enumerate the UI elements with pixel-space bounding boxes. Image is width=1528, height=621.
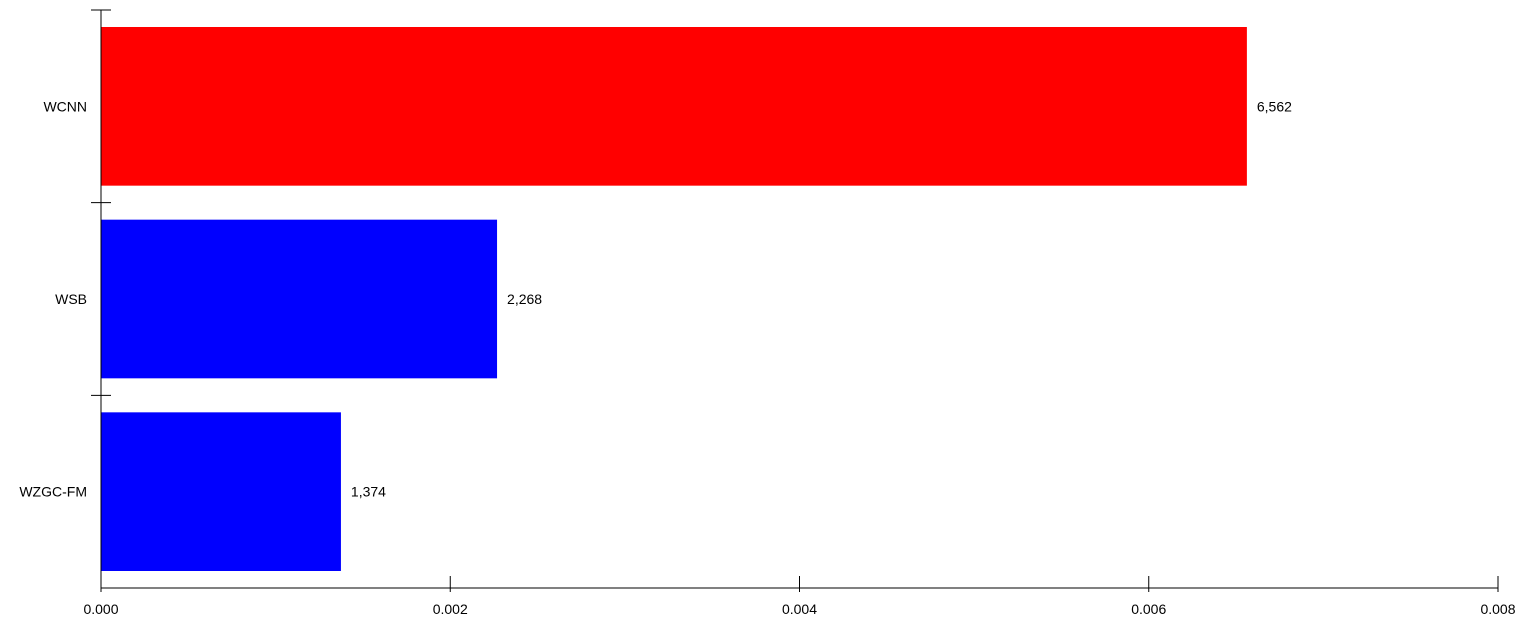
x-tick-label: 0.008 bbox=[1480, 601, 1515, 617]
bar-wcnn bbox=[101, 27, 1247, 186]
x-tick-label: 0.000 bbox=[83, 601, 118, 617]
axes-layer bbox=[91, 9, 1499, 592]
value-label-wsb: 2,268 bbox=[507, 291, 542, 307]
category-label-wzgc-fm: WZGC-FM bbox=[19, 484, 87, 500]
value-label-wcnn: 6,562 bbox=[1257, 98, 1292, 114]
x-tick-label: 0.004 bbox=[782, 601, 817, 617]
bars-layer bbox=[101, 27, 1247, 571]
category-label-wcnn: WCNN bbox=[43, 98, 87, 114]
x-tick-label: 0.006 bbox=[1131, 601, 1166, 617]
labels-layer: 6,562 WCNN 2,268 WSB 1,374 WZGC-FM 0.000 0.002 0… bbox=[19, 98, 1515, 617]
category-label-wsb: WSB bbox=[55, 291, 87, 307]
x-tick-label: 0.002 bbox=[433, 601, 468, 617]
bar-wsb bbox=[101, 219, 498, 379]
value-label-wzgc-fm: 1,374 bbox=[351, 484, 386, 500]
bar-wzgc-fm bbox=[101, 412, 341, 571]
